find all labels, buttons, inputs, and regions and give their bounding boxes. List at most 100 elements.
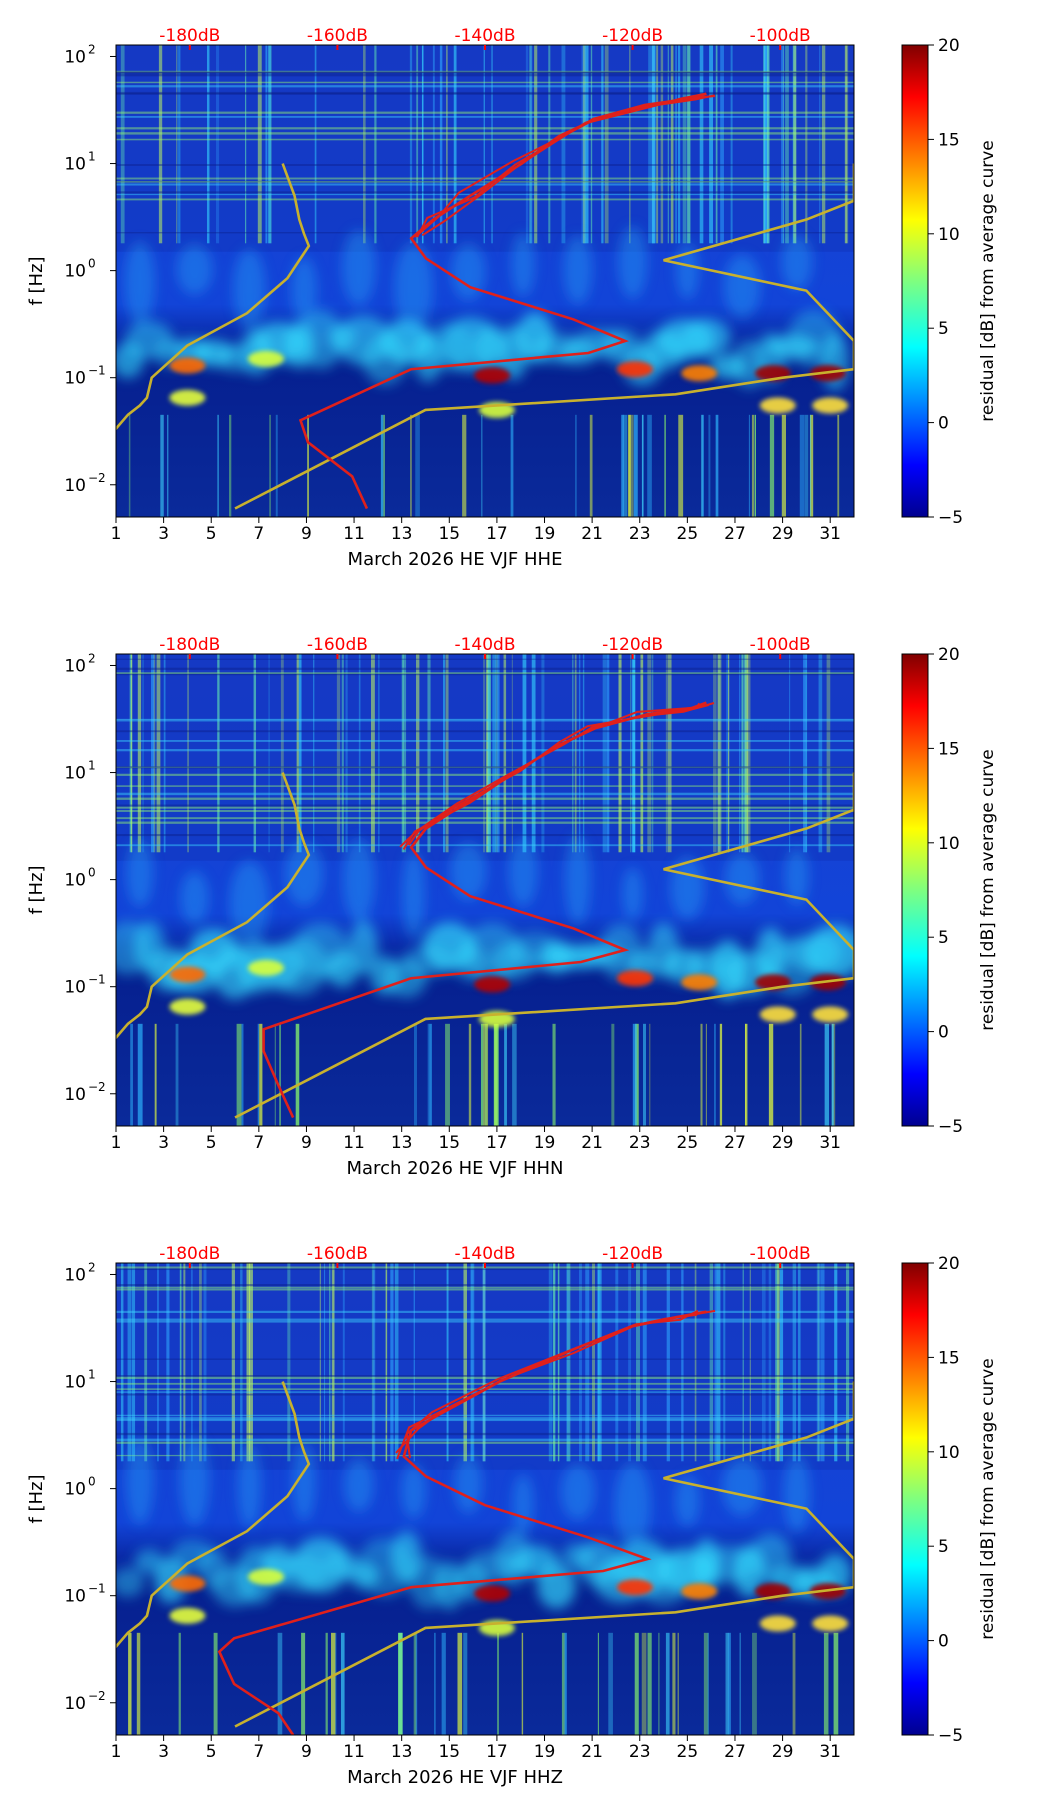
low-noise-model-line bbox=[116, 163, 311, 431]
event-streak bbox=[606, 654, 610, 853]
low-freq-streak bbox=[277, 1632, 283, 1735]
diffuse-cloud bbox=[342, 230, 376, 306]
average-curve-spread bbox=[395, 1309, 716, 1454]
event-streak bbox=[668, 654, 672, 853]
x-tick-label: 1 bbox=[111, 1742, 122, 1762]
event-streak bbox=[768, 1263, 772, 1462]
low-freq-streak bbox=[705, 1023, 707, 1126]
low-freq-streak bbox=[575, 414, 577, 517]
spectral-line bbox=[116, 1284, 854, 1287]
event-streak bbox=[183, 1263, 186, 1462]
event-streak bbox=[131, 1263, 136, 1462]
spectral-line bbox=[116, 1418, 854, 1422]
low-freq-streak bbox=[642, 1023, 646, 1126]
event-streak bbox=[176, 45, 178, 244]
x-tick-label: 13 bbox=[391, 1133, 413, 1153]
event-streak bbox=[781, 45, 784, 244]
low-freq-streak bbox=[589, 414, 593, 517]
spectral-line bbox=[116, 183, 854, 186]
event-streak bbox=[372, 1263, 376, 1462]
spectral-line bbox=[116, 718, 854, 720]
db-tick-label: -100dB bbox=[750, 635, 811, 655]
db-tick-label: -120dB bbox=[602, 1244, 663, 1264]
event-streak bbox=[445, 654, 449, 853]
colorbar-tick-label: 10 bbox=[938, 1443, 960, 1463]
event-streak bbox=[179, 1263, 182, 1462]
event-streak bbox=[713, 654, 717, 853]
event-streak bbox=[156, 654, 161, 853]
diffuse-cloud bbox=[508, 837, 538, 907]
x-tick-label: 9 bbox=[301, 1742, 312, 1762]
low-freq-streak bbox=[715, 414, 719, 517]
y-tick-exponent: −2 bbox=[88, 471, 106, 485]
diffuse-cloud bbox=[176, 244, 213, 295]
diffuse-cloud bbox=[180, 871, 209, 925]
event-streak bbox=[726, 654, 729, 853]
y-tick-label: 10 bbox=[64, 871, 86, 891]
average-curve bbox=[217, 1309, 716, 1735]
event-streak bbox=[665, 654, 669, 853]
db-tick-label: -140dB bbox=[454, 635, 515, 655]
db-tick-label: -120dB bbox=[602, 635, 663, 655]
storm-hotspot bbox=[759, 1615, 796, 1632]
x-tick-label: 23 bbox=[629, 1742, 651, 1762]
spectral-line bbox=[116, 138, 854, 141]
heatmap-high-freq-band bbox=[116, 45, 854, 252]
spectral-line bbox=[116, 749, 854, 752]
y-tick-exponent: −2 bbox=[88, 1689, 106, 1703]
x-axis-label: March 2026 HE VJF HHN bbox=[347, 1158, 564, 1179]
event-streak bbox=[817, 1263, 820, 1462]
colorbar-tick-label: 0 bbox=[938, 1632, 949, 1652]
low-freq-streak bbox=[714, 1023, 716, 1126]
event-streak bbox=[470, 1263, 475, 1462]
storm-hotspot bbox=[681, 974, 718, 991]
low-freq-streak bbox=[824, 1023, 830, 1126]
event-streak bbox=[599, 1263, 602, 1462]
colorbar-gradient bbox=[901, 653, 929, 1127]
db-tick-label: -140dB bbox=[454, 26, 515, 46]
low-freq-streak bbox=[504, 1023, 507, 1126]
low-freq-streak bbox=[647, 414, 652, 517]
spectral-line bbox=[116, 1441, 854, 1444]
event-streak bbox=[574, 654, 577, 853]
x-tick-label: 13 bbox=[391, 524, 413, 544]
low-freq-streak bbox=[809, 414, 814, 517]
low-freq-streak bbox=[130, 1023, 133, 1126]
event-streak bbox=[728, 654, 730, 853]
low-freq-streak bbox=[128, 1632, 132, 1735]
storm-hotspot bbox=[616, 361, 653, 378]
low-freq-streak bbox=[483, 1023, 489, 1126]
colorbar-tick-label: 15 bbox=[938, 130, 960, 150]
diffuse-cloud bbox=[676, 242, 699, 300]
event-streak bbox=[486, 654, 490, 853]
event-streak bbox=[120, 1263, 124, 1462]
low-freq-streak bbox=[463, 1632, 468, 1735]
event-streak bbox=[151, 654, 155, 853]
spectral-line bbox=[116, 1438, 854, 1441]
event-streak bbox=[675, 45, 678, 244]
low-freq-streak bbox=[628, 414, 631, 517]
low-freq-streak bbox=[154, 1023, 157, 1126]
spectral-lines bbox=[116, 658, 854, 847]
event-streak bbox=[581, 45, 586, 244]
event-streak bbox=[470, 1263, 474, 1462]
diffuse-cloud bbox=[565, 835, 591, 925]
spectral-line bbox=[116, 1393, 854, 1396]
low-freq-streak bbox=[632, 1023, 637, 1126]
low-freq-streak bbox=[301, 1632, 306, 1735]
event-streak bbox=[249, 1263, 253, 1462]
low-freq-streak bbox=[512, 1023, 517, 1126]
y-tick-exponent: 2 bbox=[88, 1260, 96, 1274]
db-tick-label: -160dB bbox=[307, 635, 368, 655]
y-tick-label: 10 bbox=[64, 1085, 86, 1105]
diffuse-cloud bbox=[237, 1445, 261, 1529]
low-freq-streak bbox=[510, 414, 514, 517]
db-tick-label: -180dB bbox=[159, 1244, 220, 1264]
storm-hotspot bbox=[169, 998, 206, 1015]
low-freq-streak bbox=[462, 414, 467, 517]
diffuse-cloud bbox=[511, 232, 535, 297]
spectral-line bbox=[116, 127, 854, 130]
x-tick-label: 31 bbox=[819, 1133, 841, 1153]
event-streak bbox=[584, 45, 589, 244]
